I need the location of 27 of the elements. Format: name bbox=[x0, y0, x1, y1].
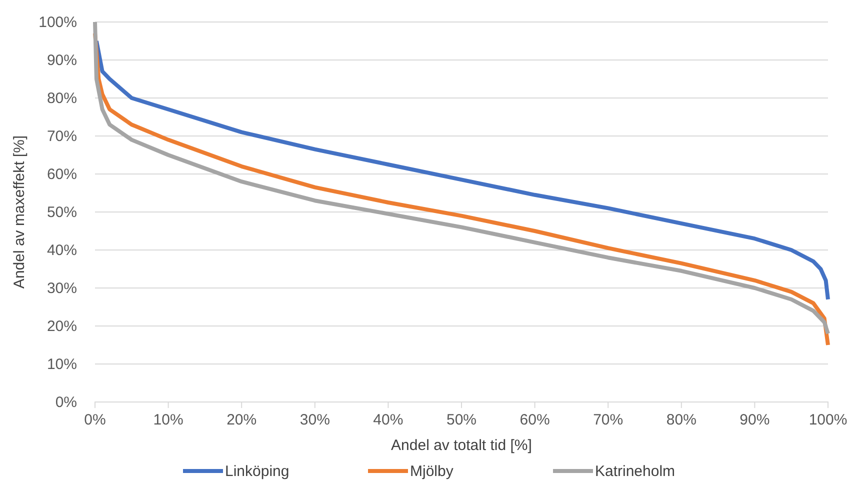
x-axis-title: Andel av totalt tid [%] bbox=[391, 437, 532, 454]
y-tick-label: 40% bbox=[46, 242, 77, 259]
legend-label: Mjölby bbox=[410, 463, 454, 480]
y-tick-label: 20% bbox=[46, 318, 77, 335]
y-tick-label: 100% bbox=[38, 14, 77, 31]
y-tick-label: 80% bbox=[46, 90, 77, 107]
y-tick-label: 10% bbox=[46, 356, 77, 373]
x-tick-label: 60% bbox=[520, 412, 550, 429]
y-tick-label: 30% bbox=[46, 280, 77, 297]
x-tick-label: 20% bbox=[226, 412, 257, 429]
x-tick-label: 80% bbox=[666, 412, 696, 429]
y-tick-label: 70% bbox=[46, 128, 77, 145]
y-tick-label: 60% bbox=[46, 166, 77, 183]
x-tick-label: 90% bbox=[740, 412, 770, 429]
y-tick-label: 0% bbox=[55, 394, 77, 411]
y-axis-title: Andel av maxeffekt [%] bbox=[11, 135, 28, 289]
x-tick-label: 40% bbox=[373, 412, 404, 429]
legend-label: Linköping bbox=[225, 463, 290, 480]
x-tick-label: 10% bbox=[153, 412, 184, 429]
x-tick-label: 70% bbox=[593, 412, 624, 429]
x-tick-label: 50% bbox=[446, 412, 477, 429]
x-tick-label: 100% bbox=[808, 412, 848, 429]
y-tick-label: 90% bbox=[46, 52, 77, 69]
x-tick-label: 30% bbox=[300, 412, 330, 429]
legend-label: Katrineholm bbox=[595, 463, 676, 480]
x-tick-label: 0% bbox=[84, 412, 106, 429]
y-tick-label: 50% bbox=[46, 204, 77, 221]
